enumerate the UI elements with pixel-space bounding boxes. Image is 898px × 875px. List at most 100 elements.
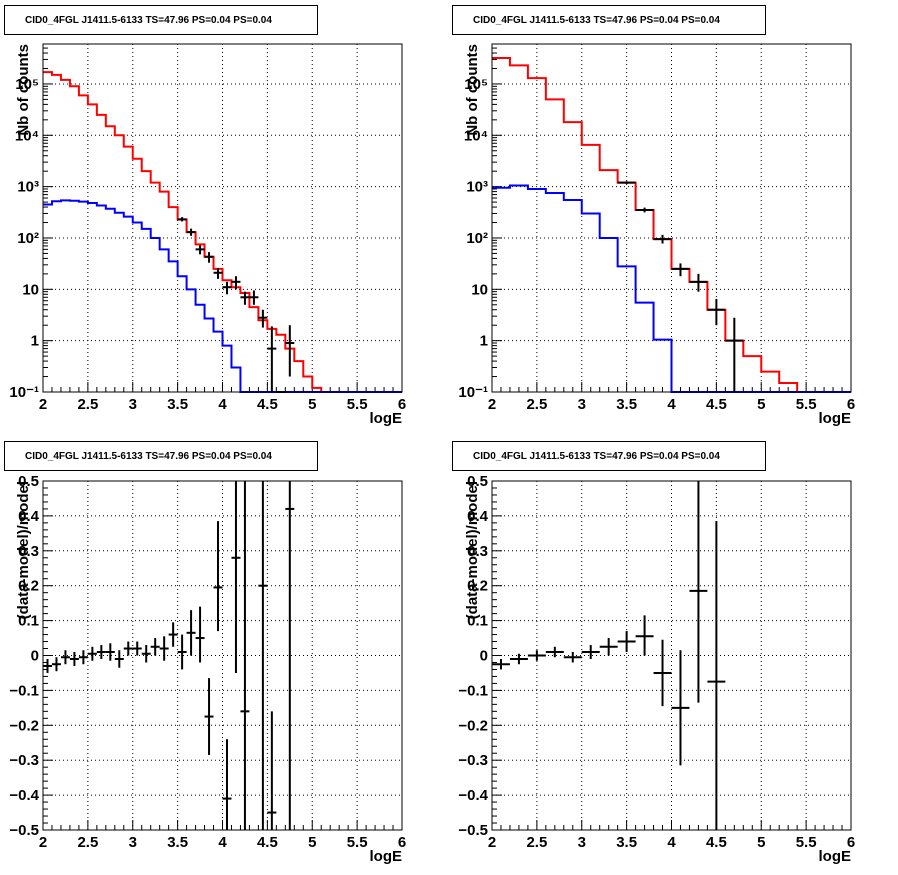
x-tick-label: 3.5 (167, 396, 188, 413)
y-tick-label: −0.5 (9, 822, 39, 839)
y-tick-label: −0.4 (9, 787, 39, 804)
chart-title: CID0_4FGL J1411.5-6133 TS=47.96 PS=0.04 … (25, 15, 272, 26)
y-tick-label: 10² (466, 230, 488, 247)
y-tick-label: 10 (471, 281, 488, 298)
y-tick-label: 10⁴ (15, 127, 39, 144)
chart-title: CID0_4FGL J1411.5-6133 TS=47.96 PS=0.04 … (473, 451, 720, 462)
y-axis-label: (data-model)/model (464, 481, 481, 619)
data-point (707, 521, 726, 830)
data-point (267, 711, 277, 830)
panel-bottom-right-residuals: 2 2.5 3 3.5 4 4.5 5 5.5 6logE−0.5−0.4−0.3−0.2−0.… (452, 441, 855, 865)
series-0-step (43, 71, 402, 393)
x-axis-label: logE (370, 848, 403, 865)
data-point (240, 481, 250, 830)
data-point (492, 658, 510, 670)
chart-title-box: CID0_4FGL J1411.5-6133 TS=47.96 PS=0.04 … (452, 441, 766, 471)
data-point (653, 234, 672, 244)
data-point (195, 606, 205, 663)
data-point (204, 252, 214, 263)
data-point (69, 652, 79, 666)
x-axis-label: logE (370, 410, 403, 427)
y-tick-label: 0.2 (18, 578, 39, 595)
y-tick-label: 10² (17, 230, 39, 247)
data-point (285, 481, 295, 830)
chart-title-box: CID0_4FGL J1411.5-6133 TS=47.96 PS=0.04 … (4, 441, 318, 471)
x-tick-label: 3.5 (167, 834, 188, 851)
x-tick-label: 5 (308, 396, 316, 413)
x-tick-label: 2.5 (526, 396, 547, 413)
y-tick-label: 0.1 (18, 613, 39, 630)
y-tick-label: 0.5 (18, 473, 39, 490)
data-point (186, 610, 196, 656)
data-point (114, 650, 124, 668)
data-point (204, 678, 214, 755)
data-point (159, 636, 169, 661)
x-tick-label: 4.5 (706, 834, 727, 851)
x-tick-label: 5 (308, 834, 316, 851)
data-point (231, 276, 241, 290)
data-point (177, 634, 187, 670)
y-tick-label: 10³ (466, 179, 488, 196)
y-tick-label: −0.4 (458, 787, 488, 804)
x-tick-label: 4 (667, 396, 676, 413)
data-point (186, 228, 196, 236)
x-tick-label: 4 (667, 834, 676, 851)
data-point (258, 309, 268, 328)
data-point (105, 643, 115, 661)
y-tick-label: −0.3 (458, 752, 488, 769)
data-point (509, 653, 528, 665)
data-point (653, 639, 672, 707)
y-tick-label: 0.5 (467, 473, 488, 490)
data-point (285, 325, 295, 377)
y-tick-label: 0.4 (467, 508, 489, 525)
data-point (527, 650, 546, 661)
step-line (43, 71, 402, 393)
data-point (671, 263, 690, 277)
data-point (123, 641, 133, 656)
y-tick-label: −0.2 (458, 717, 488, 734)
grid (43, 481, 402, 830)
data-point (563, 652, 582, 663)
plot-frame (42, 480, 403, 831)
x-tick-label: 5.5 (796, 396, 817, 413)
data-point (96, 645, 106, 659)
x-tick-label: 3 (578, 834, 586, 851)
x-tick-label: 2 (488, 834, 496, 851)
x-axis-label: logE (819, 410, 852, 427)
x-tick-label: 4.5 (706, 396, 727, 413)
x-tick-label: 4 (218, 834, 227, 851)
x-tick-label: 5.5 (347, 396, 368, 413)
y-tick-label: 10⁵ (15, 76, 39, 93)
y-tick-label: 1 (480, 333, 488, 350)
x-tick-label: 2 (39, 834, 47, 851)
x-tick-label: 2.5 (77, 396, 98, 413)
data-point (222, 739, 232, 830)
chart-title: CID0_4FGL J1411.5-6133 TS=47.96 PS=0.04 … (473, 15, 720, 26)
x-axis-label: logE (819, 848, 852, 865)
x-tick-label: 2.5 (77, 834, 98, 851)
data-point (545, 646, 564, 658)
data-point (78, 650, 88, 665)
data-point (725, 317, 744, 392)
data-point (43, 658, 52, 673)
data-point (671, 650, 690, 766)
y-tick-label: 10³ (17, 179, 39, 196)
x-tick-label: 3 (578, 396, 586, 413)
x-tick-label: 3 (129, 396, 137, 413)
y-tick-label: 10⁻¹ (458, 384, 488, 401)
data-point (213, 521, 223, 632)
data-point (150, 638, 160, 656)
y-axis-label: Nb of counts (15, 44, 32, 136)
x-tick-label: 3.5 (616, 396, 637, 413)
plot-frame (491, 480, 852, 831)
x-tick-label: 6 (847, 396, 855, 413)
series-0-errorbars (43, 481, 295, 830)
y-tick-label: 10⁵ (464, 76, 488, 93)
x-tick-label: 5.5 (347, 834, 368, 851)
